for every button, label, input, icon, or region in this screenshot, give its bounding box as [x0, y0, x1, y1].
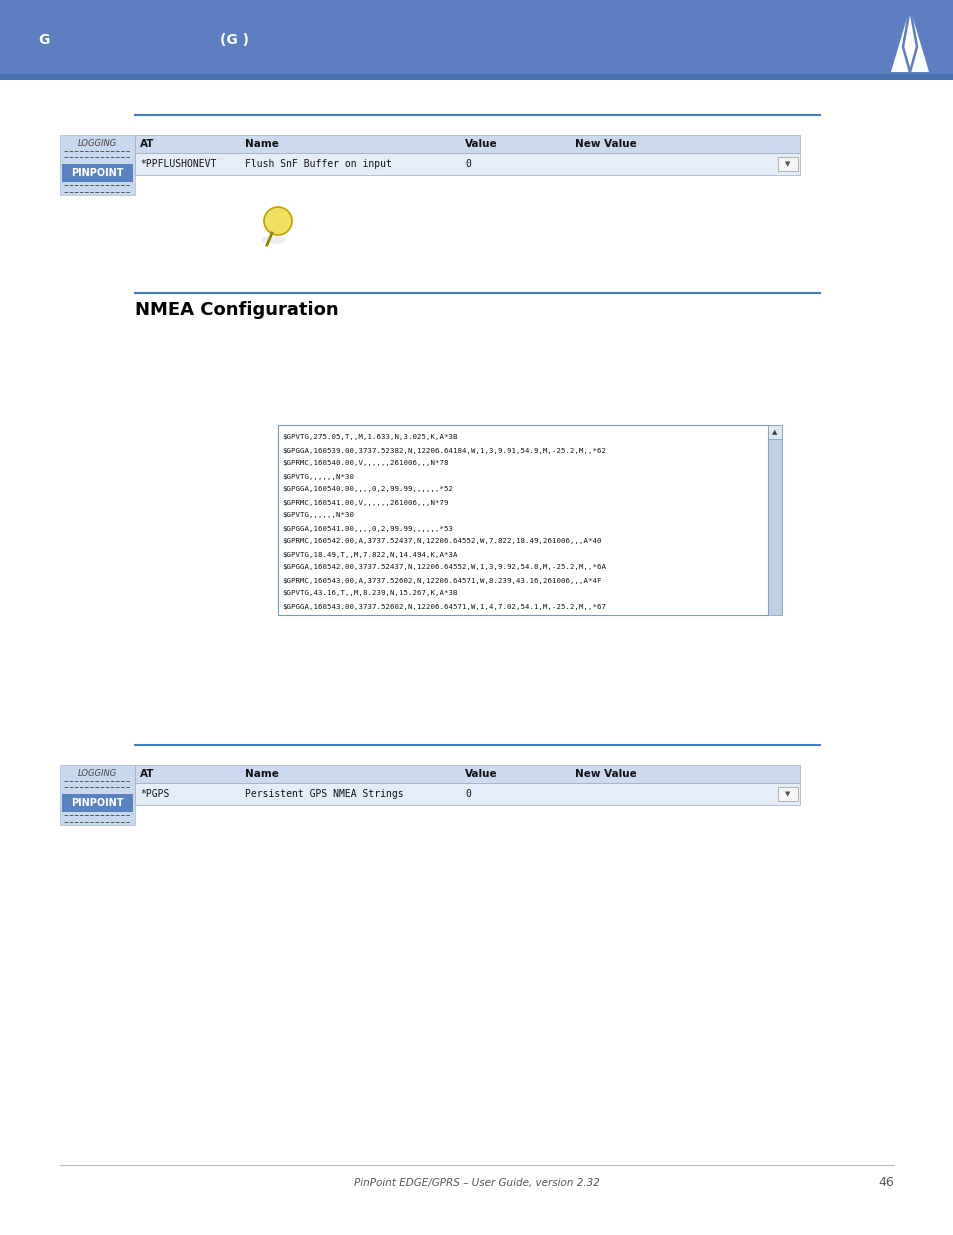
Text: 46: 46: [878, 1177, 893, 1189]
Bar: [135, 764, 800, 783]
Text: LOGGING: LOGGING: [78, 768, 117, 778]
Text: ▼: ▼: [784, 161, 790, 167]
Text: ▼: ▼: [784, 790, 790, 797]
Polygon shape: [890, 7, 928, 72]
Text: G: G: [38, 33, 50, 47]
Circle shape: [264, 207, 292, 235]
Text: Value: Value: [464, 140, 497, 149]
Bar: [277, 425, 767, 615]
Bar: [62, 794, 132, 811]
Bar: [135, 783, 800, 805]
Text: PINPOINT: PINPOINT: [71, 798, 124, 808]
Ellipse shape: [262, 236, 286, 245]
Text: $GPGGA,160543.00,3737.52602,N,12206.64571,W,1,4,7.02,54.1,M,-25.2,M,,*67: $GPGGA,160543.00,3737.52602,N,12206.6457…: [282, 604, 605, 610]
Bar: [778, 157, 797, 170]
Text: $GPVTG,,,,,,N*30: $GPVTG,,,,,,N*30: [282, 473, 354, 479]
Bar: [135, 153, 800, 175]
Text: $GPVTG,43.16,T,,M,8.239,N,15.267,K,A*3B: $GPVTG,43.16,T,,M,8.239,N,15.267,K,A*3B: [282, 590, 457, 597]
Text: $GPGGA,160539.00,3737.52382,N,12206.64184,W,1,3,9.91,54.9,M,-25.2,M,,*62: $GPGGA,160539.00,3737.52382,N,12206.6418…: [282, 447, 605, 453]
Bar: [0, 0, 953, 80]
Text: Value: Value: [464, 769, 497, 779]
Bar: [60, 135, 135, 195]
Text: NMEA Configuration: NMEA Configuration: [135, 301, 338, 319]
Text: Persistent GPS NMEA Strings: Persistent GPS NMEA Strings: [245, 789, 403, 799]
Text: AT: AT: [140, 769, 154, 779]
Text: New Value: New Value: [575, 769, 636, 779]
Text: $GPGGA,160542.00,3737.52437,N,12206.64552,W,1,3,9.92,54.8,M,-25.2,M,,*6A: $GPGGA,160542.00,3737.52437,N,12206.6455…: [282, 564, 605, 571]
Text: $GPRMC,160540.00,V,,,,,,261006,,,N*78: $GPRMC,160540.00,V,,,,,,261006,,,N*78: [282, 461, 448, 467]
Text: Flush SnF Buffer on input: Flush SnF Buffer on input: [245, 159, 392, 169]
Text: AT: AT: [140, 140, 154, 149]
Text: PINPOINT: PINPOINT: [71, 168, 124, 178]
Text: LOGGING: LOGGING: [78, 138, 117, 147]
Text: New Value: New Value: [575, 140, 636, 149]
Text: $GPGGA,160541.00,,,,0,2,99.99,,,,,,*53: $GPGGA,160541.00,,,,0,2,99.99,,,,,,*53: [282, 526, 453, 531]
Text: $GPVTG,275.05,T,,M,1.633,N,3.025,K,A*3B: $GPVTG,275.05,T,,M,1.633,N,3.025,K,A*3B: [282, 435, 457, 441]
Bar: [60, 764, 135, 825]
Bar: [767, 425, 781, 438]
Text: $GPRMC,160543.00,A,3737.52602,N,12206.64571,W,8.239,43.16,261006,,,A*4F: $GPRMC,160543.00,A,3737.52602,N,12206.64…: [282, 578, 601, 583]
Text: 0: 0: [464, 159, 471, 169]
Text: $GPRMC,160542.00,A,3737.52437,N,12206.64552,W,7.822,18.49,261006,,,A*40: $GPRMC,160542.00,A,3737.52437,N,12206.64…: [282, 538, 601, 545]
Text: 0: 0: [464, 789, 471, 799]
Text: PinPoint EDGE/GPRS – User Guide, version 2.32: PinPoint EDGE/GPRS – User Guide, version…: [354, 1178, 599, 1188]
Bar: [62, 164, 132, 182]
Text: $GPRMC,160541.00,V,,,,,,261006,,,N*79: $GPRMC,160541.00,V,,,,,,261006,,,N*79: [282, 499, 448, 505]
Text: Name: Name: [245, 769, 278, 779]
Text: $GPVTG,,,,,,N*30: $GPVTG,,,,,,N*30: [282, 513, 354, 519]
Text: $GPVTG,18.49,T,,M,7.822,N,14.494,K,A*3A: $GPVTG,18.49,T,,M,7.822,N,14.494,K,A*3A: [282, 552, 457, 557]
Text: $GPGGA,160540.00,,,,0,2,99.99,,,,,,*52: $GPGGA,160540.00,,,,0,2,99.99,,,,,,*52: [282, 487, 453, 493]
Bar: [0, 74, 953, 80]
Bar: [778, 787, 797, 802]
Text: (G ): (G ): [220, 33, 249, 47]
Text: ▲: ▲: [772, 429, 777, 435]
Text: *PGPS: *PGPS: [140, 789, 170, 799]
Text: Name: Name: [245, 140, 278, 149]
Bar: [135, 135, 800, 153]
Bar: [767, 425, 781, 615]
Text: *PPFLUSHONEVT: *PPFLUSHONEVT: [140, 159, 216, 169]
